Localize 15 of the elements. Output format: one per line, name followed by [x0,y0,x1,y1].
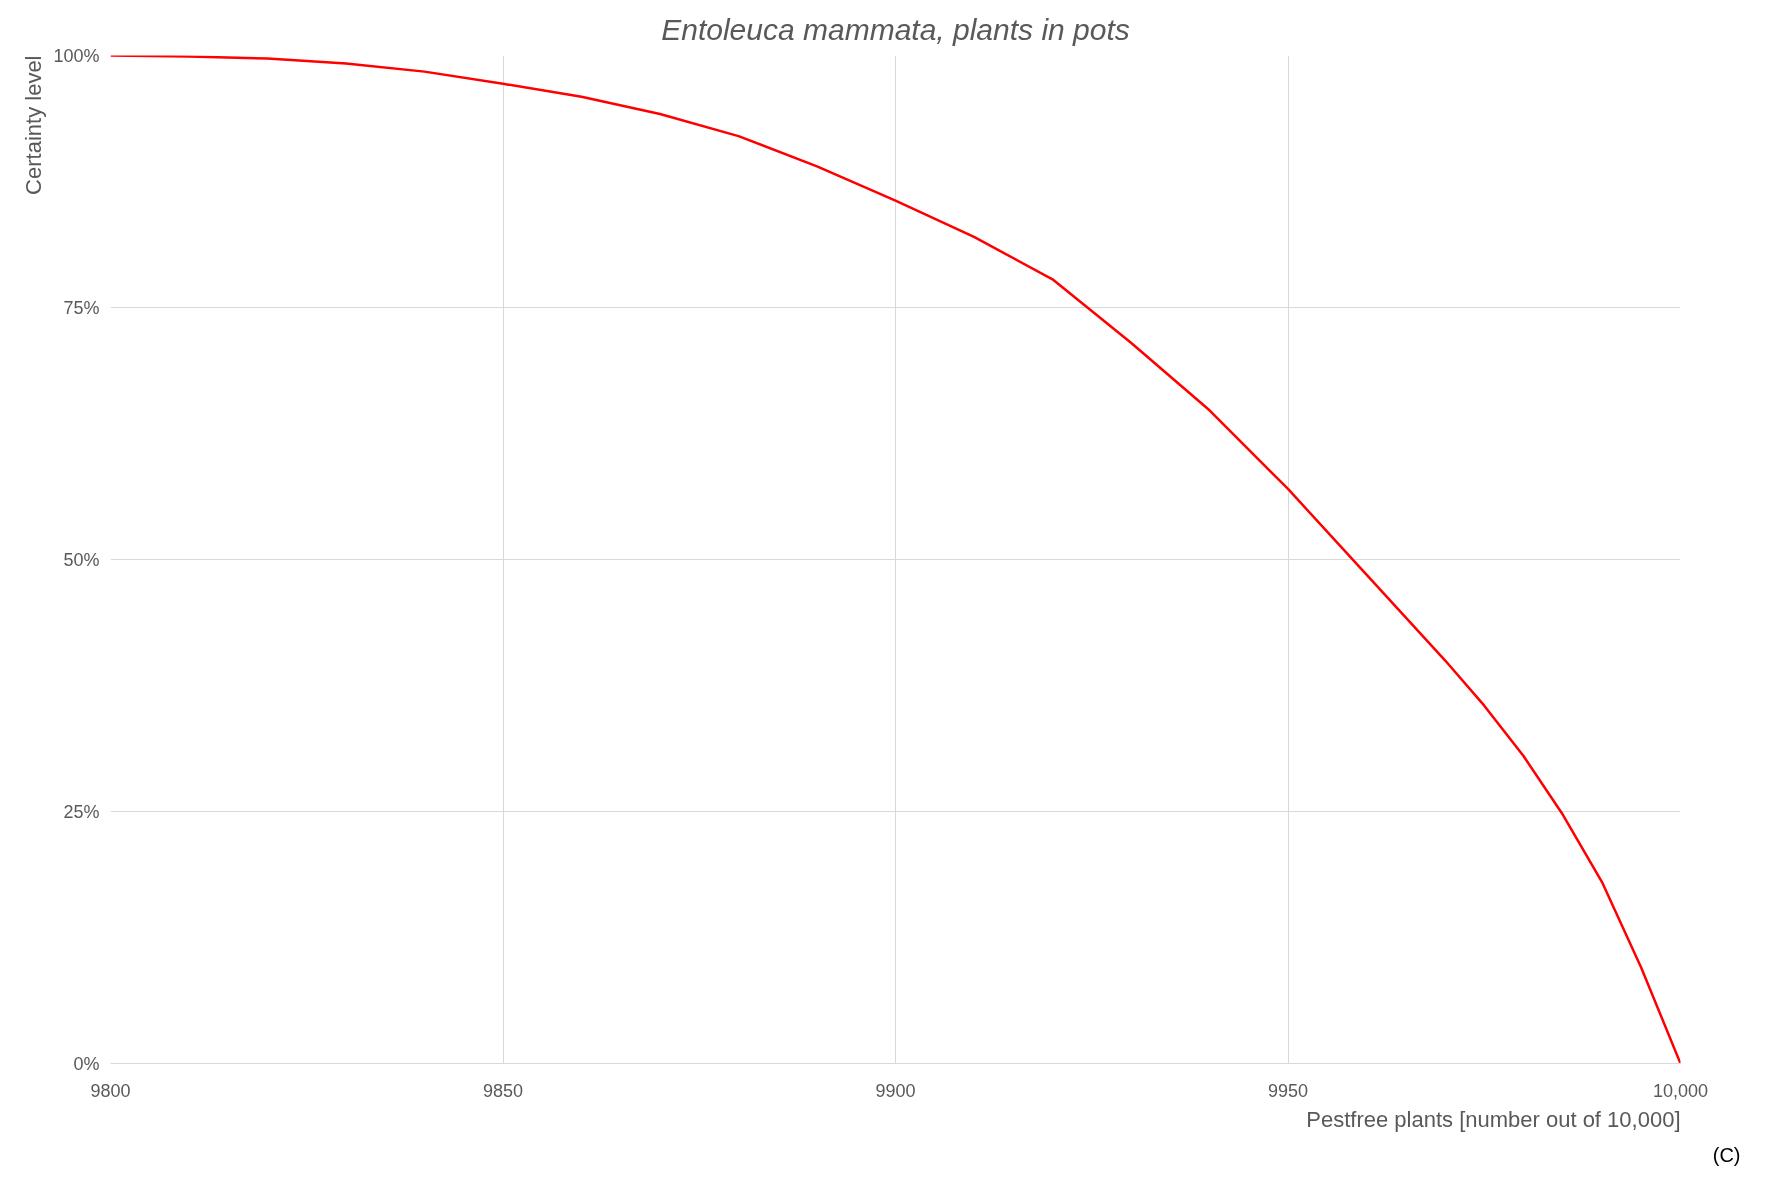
x-axis-title: Pestfree plants [number out of 10,000] [1306,1106,1681,1132]
x-tick-label: 9900 [875,1080,916,1101]
y-tick-label: 0% [73,1053,100,1074]
x-tick-label: 9850 [482,1080,524,1101]
chart-title: Entoleuca mammata, plants in pots [661,12,1130,46]
y-tick-label: 50% [63,549,100,570]
x-tick-label: 9950 [1267,1080,1309,1101]
x-tick-label: 9800 [90,1080,131,1101]
line-series [110,55,1681,1064]
y-axis-title: Certainty level [20,55,46,195]
x-tick-label: 10,000 [1652,1080,1709,1101]
y-tick-label: 100% [53,45,100,66]
text: (C) [1712,1143,1741,1166]
y-tick-label: 75% [63,297,100,318]
y-tick-label: 25% [63,801,100,822]
